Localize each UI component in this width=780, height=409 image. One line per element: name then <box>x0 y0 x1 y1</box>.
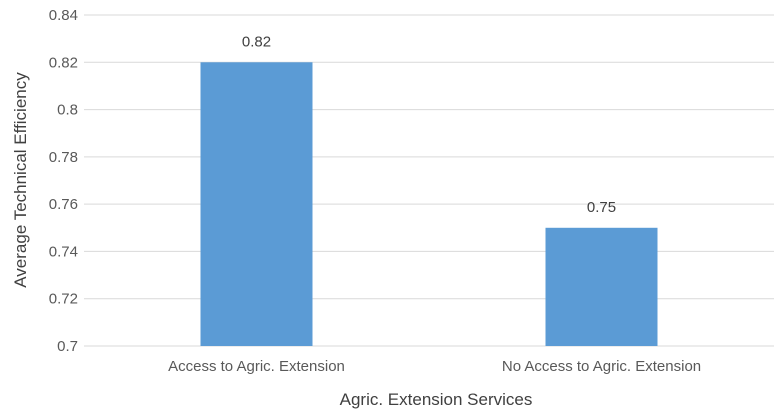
bar <box>545 227 658 346</box>
data-labels: 0.82 0.75 <box>242 33 616 216</box>
y-tick-label: 0.74 <box>49 243 78 260</box>
y-tick-label: 0.84 <box>49 7 78 24</box>
data-label: 0.75 <box>587 199 616 216</box>
x-tick-label: Access to Agric. Extension <box>168 358 345 375</box>
y-tick-label: 0.82 <box>49 54 78 71</box>
x-axis-label: Agric. Extension Services <box>340 390 533 409</box>
x-axis-ticks: Access to Agric. Extension No Access to A… <box>168 358 701 375</box>
bars <box>200 62 658 347</box>
bar <box>200 62 313 347</box>
gridlines <box>84 14 774 347</box>
y-tick-label: 0.8 <box>57 102 78 119</box>
y-axis-ticks: 0.7 0.72 0.74 0.76 0.78 0.8 0.82 0.84 <box>49 7 78 355</box>
y-axis-label: Average Technical Efficiency <box>11 72 30 288</box>
data-label: 0.82 <box>242 33 271 50</box>
x-tick-label: No Access to Agric. Extension <box>502 358 701 375</box>
y-tick-label: 0.76 <box>49 196 78 213</box>
y-tick-label: 0.72 <box>49 291 78 308</box>
y-tick-label: 0.78 <box>49 149 78 166</box>
y-tick-label: 0.7 <box>57 338 78 355</box>
